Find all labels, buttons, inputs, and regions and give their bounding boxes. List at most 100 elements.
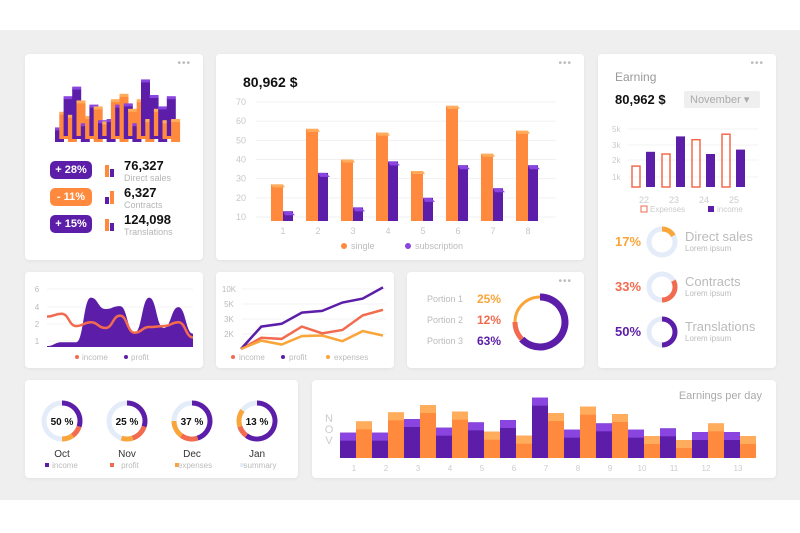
month-label: Dec — [183, 449, 201, 460]
x-tick-label: 13 — [734, 464, 743, 473]
x-tick-label: 4 — [385, 226, 390, 236]
stat-value: 124,098 — [124, 212, 171, 227]
donut-label: 37 % — [181, 417, 204, 428]
donut-segment — [120, 435, 134, 442]
pct-value: 50% — [615, 324, 642, 339]
more-icon[interactable]: ••• — [558, 276, 572, 287]
bar-purple — [468, 422, 484, 458]
bar-income — [706, 154, 715, 187]
bar-orange-cap — [548, 413, 564, 421]
legend-profit-marker — [281, 355, 285, 359]
bar-orange-cap — [516, 435, 532, 444]
stat-label: Direct sales — [124, 173, 172, 183]
more-icon[interactable]: ••• — [177, 58, 191, 69]
bar-orange — [388, 412, 404, 458]
bar-orange — [580, 406, 596, 458]
row-label: Direct sales — [685, 229, 753, 244]
more-icon[interactable]: ••• — [558, 58, 572, 69]
bar-single-cap — [516, 130, 530, 134]
donut-segment — [191, 400, 213, 441]
bar-single-cap — [446, 105, 460, 109]
bar-orange-cap — [740, 436, 756, 444]
earning-title: Earning — [615, 70, 657, 84]
bar-subscription — [318, 172, 328, 221]
bar-orange-cap — [708, 423, 724, 432]
y-tick-label: 3k — [612, 141, 621, 150]
bar-subscription-cap — [318, 172, 330, 177]
bar-orange — [708, 423, 724, 458]
bar-purple — [532, 397, 548, 458]
row-sub: Lorem ipsum — [685, 334, 732, 343]
x-tick-label: 8 — [576, 464, 581, 473]
legend-single-marker — [341, 243, 347, 249]
portion-pct: 63% — [477, 334, 502, 348]
change-badge: + 15% — [50, 215, 92, 233]
bar-single-cap — [411, 171, 425, 174]
donut-segment — [244, 400, 278, 442]
legend-label: expenses — [178, 461, 212, 470]
donut-segment — [61, 400, 83, 428]
bar-subscription-cap — [283, 211, 295, 216]
legend-income-marker — [75, 355, 79, 359]
bar-purple — [596, 423, 612, 458]
bar-purple-cap — [724, 432, 740, 440]
bar-income — [676, 136, 685, 187]
portion-donut — [512, 293, 569, 351]
donut-segment — [661, 226, 676, 238]
y-tick-label: 40 — [236, 155, 246, 165]
bar-single-cap — [481, 153, 495, 157]
x-tick-label: 4 — [448, 464, 453, 473]
legend-profit: profit — [289, 353, 308, 362]
x-tick-label: 1 — [280, 226, 285, 236]
change-badge: + 28% — [50, 161, 92, 179]
line-income — [240, 308, 384, 351]
monthly-donuts-card: 50 % Oct income 25 % Nov profit 37 % Dec expense… — [25, 380, 298, 478]
x-tick-label: 5 — [480, 464, 485, 473]
bar-single-cap — [376, 132, 390, 136]
legend-single: single — [351, 241, 375, 251]
sales-bar-chart: 10 20 30 40 50 60 70 1 2 3 4 5 6 7 8 single subscription — [236, 97, 556, 251]
bar-purple-cap — [532, 397, 548, 406]
bar-orange — [452, 411, 468, 458]
y-tick-label: 2 — [35, 320, 40, 329]
iso-bar-cap — [166, 96, 176, 100]
change-badge: - 11% — [50, 188, 92, 206]
x-tick-label: 3 — [350, 226, 355, 236]
more-icon[interactable]: ••• — [750, 58, 764, 69]
legend-income-marker — [708, 206, 714, 212]
legend-profit-marker — [124, 355, 128, 359]
chart-title: Earnings per day — [679, 390, 763, 402]
bar-single — [341, 159, 353, 221]
row-label: Translations — [685, 319, 756, 334]
bar-single — [411, 171, 423, 221]
row-sub: Lorem ipsum — [685, 244, 732, 253]
iso-bar-cap — [63, 96, 73, 100]
donut-segment — [237, 425, 249, 438]
x-tick-label: 23 — [669, 195, 679, 205]
month-select[interactable]: November ▾ — [684, 91, 760, 108]
y-tick-label: 70 — [236, 97, 246, 107]
stat-value: 76,327 — [124, 158, 164, 173]
legend-income: income — [82, 353, 108, 362]
donut-segment — [661, 279, 678, 303]
donut-segment — [179, 433, 199, 442]
bar-single — [306, 128, 318, 221]
bar-expenses — [691, 138, 701, 188]
x-tick-label: 7 — [544, 464, 549, 473]
x-tick-label: 25 — [729, 195, 739, 205]
row-label: Contracts — [685, 274, 741, 289]
legend-expenses: expenses — [334, 353, 368, 362]
x-tick-label: 6 — [455, 226, 460, 236]
y-tick-label: 20 — [236, 193, 246, 203]
iso-bar-cap — [141, 79, 150, 83]
donut-segment — [236, 408, 245, 428]
legend-expenses: Expenses — [650, 205, 685, 214]
bar-expenses — [661, 153, 671, 188]
bar-single — [516, 130, 528, 221]
iso-bar-cap — [110, 99, 120, 103]
iso-bar-cap — [89, 104, 99, 108]
y-tick-label: 10 — [236, 212, 246, 222]
bar-purple-cap — [436, 427, 452, 436]
